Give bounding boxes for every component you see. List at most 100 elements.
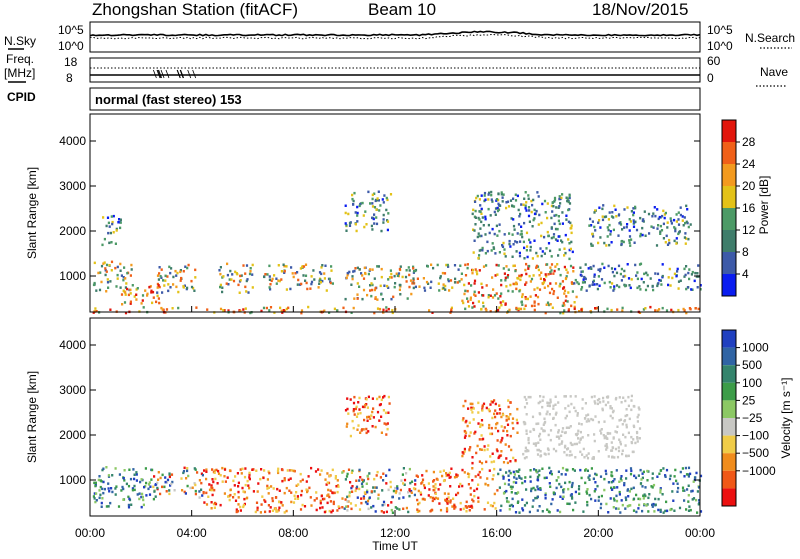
velocity-cell (577, 487, 581, 491)
power-cell (444, 288, 447, 291)
velocity-cell (579, 430, 582, 434)
velocity-cell (507, 399, 510, 402)
velocity-cell (211, 478, 214, 481)
velocity-cell (434, 486, 437, 490)
velocity-cell (439, 483, 442, 486)
power-cell (170, 267, 173, 270)
power-cell (659, 279, 662, 282)
power-cell (537, 302, 540, 306)
velocity-cell (415, 474, 418, 477)
power-cell (446, 263, 449, 267)
velocity-cell (503, 482, 507, 486)
velocity-panel-bg (90, 318, 700, 516)
power-cell (593, 273, 596, 276)
velocity-cell (127, 495, 130, 499)
power-cell (447, 265, 450, 268)
velocity-cell (346, 397, 349, 400)
velocity-cell (445, 474, 448, 478)
velocity-cell (625, 423, 628, 427)
power-cell (442, 286, 445, 290)
power-cell (657, 224, 660, 227)
power-cell (607, 228, 610, 232)
power-cell (546, 216, 549, 220)
velocity-cell (574, 456, 577, 459)
velocity-cell (484, 482, 487, 486)
velocity-cell (615, 396, 618, 400)
power-cell (371, 216, 374, 220)
velocity-cell (590, 417, 593, 421)
power-cell (553, 198, 557, 202)
velocity-cell (481, 423, 484, 427)
velocity-cell (107, 487, 110, 490)
power-cell (598, 269, 602, 273)
velocity-cell (402, 496, 405, 499)
velocity-cell (394, 506, 397, 509)
power-cell (238, 291, 241, 294)
velocity-cell (127, 484, 131, 488)
power-cell (529, 241, 532, 244)
velocity-cell (343, 507, 346, 510)
velocity-cell (94, 500, 97, 504)
power-cell (534, 294, 537, 297)
velocity-cell (507, 415, 510, 419)
velocity-cell (527, 441, 530, 445)
power-cell (110, 241, 113, 244)
power-cell (471, 271, 474, 275)
velocity-cell (651, 486, 654, 489)
velocity-cell (537, 401, 540, 405)
velocity-cell (692, 497, 696, 500)
velocity-cell (570, 485, 573, 489)
power-cell (106, 216, 110, 219)
velocity-cell (624, 507, 627, 510)
velocity-cell (581, 436, 584, 439)
velocity-cell (690, 490, 693, 493)
nsky-label: N.Sky (4, 34, 36, 48)
power-cell (520, 273, 523, 277)
velocity-cell (502, 413, 505, 417)
power-cell (568, 257, 571, 261)
velocity-cell (562, 495, 565, 498)
power-cell (682, 307, 685, 311)
velocity-cell (244, 483, 247, 487)
power-cell (186, 286, 189, 290)
velocity-cell (338, 506, 341, 510)
power-cell (373, 288, 376, 292)
power-cell (239, 309, 242, 313)
power-cell (628, 218, 631, 221)
power-cell (474, 216, 477, 219)
power-cell (593, 225, 596, 229)
power-cell (464, 289, 467, 293)
power-cell (552, 236, 555, 239)
velocity-cell (396, 485, 399, 488)
power-cell (660, 229, 664, 232)
velocity-cell (345, 475, 349, 478)
velocity-cell (486, 477, 489, 480)
velocity-cell (581, 398, 584, 401)
power-cell (130, 268, 133, 271)
velocity-cell (567, 404, 570, 408)
power-cell (520, 233, 523, 236)
velocity-cell (363, 405, 366, 409)
velocity-cell (359, 431, 362, 434)
power-cell (511, 290, 514, 293)
power-cell (122, 289, 125, 292)
y-tick-label: 1000 (59, 473, 86, 487)
velocity-cell (283, 511, 286, 514)
velocity-cell (385, 474, 388, 477)
power-cell (490, 193, 493, 197)
velocity-cell (639, 468, 642, 472)
power-cell (472, 228, 475, 231)
velocity-cell (259, 477, 262, 481)
velocity-cell (130, 503, 133, 506)
velocity-cell (497, 472, 500, 476)
velocity-cell (621, 449, 624, 452)
power-cell (660, 283, 663, 286)
power-cell (449, 279, 453, 282)
power-cell (104, 267, 107, 270)
power-cell (304, 279, 307, 282)
velocity-cell (507, 417, 510, 421)
power-cell (472, 251, 475, 254)
power-cell (673, 239, 676, 243)
power-cell (498, 306, 501, 309)
power-cell (245, 290, 248, 293)
